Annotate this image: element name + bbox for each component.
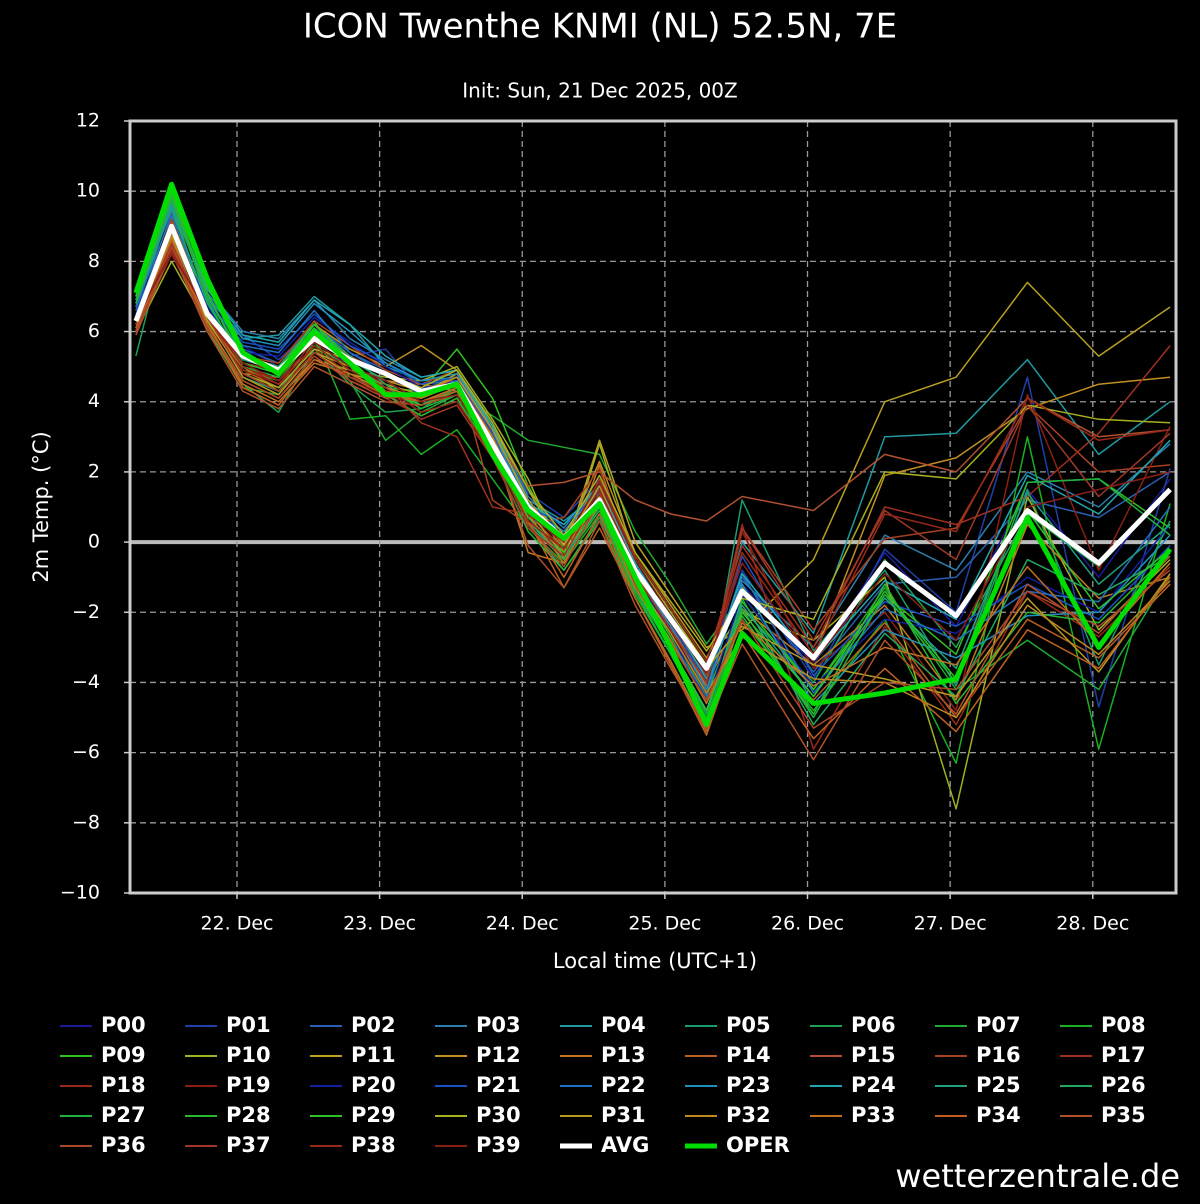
series-line	[135, 250, 1171, 761]
legend-label: P39	[476, 1133, 521, 1157]
series-line	[135, 243, 1171, 684]
legend-label: AVG	[601, 1133, 649, 1157]
legend-label: P27	[101, 1103, 146, 1127]
legend-label: P03	[476, 1013, 521, 1037]
series-line	[135, 253, 1171, 670]
y-tick-label: −10	[60, 882, 100, 904]
y-tick-label: −4	[72, 671, 100, 693]
legend-label: P06	[851, 1013, 896, 1037]
legend-label: P00	[101, 1013, 146, 1037]
legend-label: P20	[351, 1073, 396, 1097]
series-line	[135, 246, 1171, 729]
legend-label: P21	[476, 1073, 521, 1097]
legend-label: P01	[226, 1013, 271, 1037]
x-tick-label: 28. Dec	[1056, 913, 1129, 935]
legend-label: P31	[601, 1103, 646, 1127]
series-line	[135, 250, 1171, 673]
legend-label: P15	[851, 1043, 896, 1067]
x-tick-label: 22. Dec	[200, 913, 273, 935]
y-tick-label: −2	[72, 601, 100, 623]
series-line	[135, 236, 1171, 705]
series-line	[135, 197, 1171, 680]
legend-label: P12	[476, 1043, 521, 1067]
legend-label: P35	[1101, 1103, 1146, 1127]
series-line	[135, 243, 1171, 705]
x-tick-label: 24. Dec	[486, 913, 559, 935]
legend-label: P23	[726, 1073, 771, 1097]
series-line	[135, 193, 1171, 673]
legend-label: P28	[226, 1103, 271, 1127]
x-axis-label: Local time (UTC+1)	[553, 949, 757, 973]
y-tick-label: 12	[76, 110, 100, 132]
legend-label: P24	[851, 1073, 896, 1097]
y-axis-label: 2m Temp. (°C)	[29, 431, 53, 582]
legend-label: P09	[101, 1043, 146, 1067]
series-line	[135, 197, 1171, 722]
legend-label: P04	[601, 1013, 646, 1037]
legend-label: P18	[101, 1073, 146, 1097]
x-tick-label: 26. Dec	[771, 913, 844, 935]
legend-label: P05	[726, 1013, 771, 1037]
y-tick-label: −6	[72, 741, 100, 763]
y-tick-label: 10	[76, 180, 100, 202]
legend-label: P25	[976, 1073, 1021, 1097]
chart-subtitle: Init: Sun, 21 Dec 2025, 00Z	[462, 79, 737, 103]
legend-label: P16	[976, 1043, 1021, 1067]
series-line	[135, 190, 1171, 764]
y-tick-label: 6	[88, 320, 100, 342]
series-line	[135, 214, 1171, 715]
watermark: wetterzentrale.de	[895, 1157, 1180, 1195]
legend-label: P13	[601, 1043, 646, 1067]
plot-frame	[128, 119, 1178, 895]
series-line	[135, 236, 1171, 719]
legend-label: P11	[351, 1043, 396, 1067]
x-tick-label: 27. Dec	[914, 913, 987, 935]
legend-label: P10	[226, 1043, 271, 1067]
legend-label: P02	[351, 1013, 396, 1037]
series-line	[133, 181, 1173, 728]
series-line	[135, 239, 1171, 740]
legend-label: P33	[851, 1103, 896, 1127]
legend-label: P19	[226, 1073, 271, 1097]
legend-label: P17	[1101, 1043, 1146, 1067]
legend-label: OPER	[726, 1133, 790, 1157]
legend-label: P22	[601, 1073, 646, 1097]
chart-title: ICON Twenthe KNMI (NL) 52.5N, 7E	[303, 7, 897, 47]
series-line	[135, 253, 1171, 712]
series-line	[135, 225, 1171, 736]
x-tick-label: 25. Dec	[628, 913, 701, 935]
legend-label: P29	[351, 1103, 396, 1127]
series-line	[135, 200, 1171, 726]
legend-label: P07	[976, 1013, 1021, 1037]
y-tick-label: −8	[72, 811, 100, 833]
legend-label: P32	[726, 1103, 771, 1127]
legend-label: P08	[1101, 1013, 1146, 1037]
y-tick-label: 0	[88, 531, 100, 553]
x-tick-label: 23. Dec	[343, 913, 416, 935]
legend-label: P30	[476, 1103, 521, 1127]
y-tick-label: 4	[88, 390, 100, 412]
y-tick-label: 2	[88, 460, 100, 482]
legend-label: P36	[101, 1133, 146, 1157]
y-tick-label: 8	[88, 250, 100, 272]
legend-label: P26	[1101, 1073, 1146, 1097]
legend-label: P38	[351, 1133, 396, 1157]
series-line	[135, 239, 1171, 652]
legend-label: P34	[976, 1103, 1021, 1127]
legend-label: P14	[726, 1043, 771, 1067]
legend-label: P37	[226, 1133, 271, 1157]
